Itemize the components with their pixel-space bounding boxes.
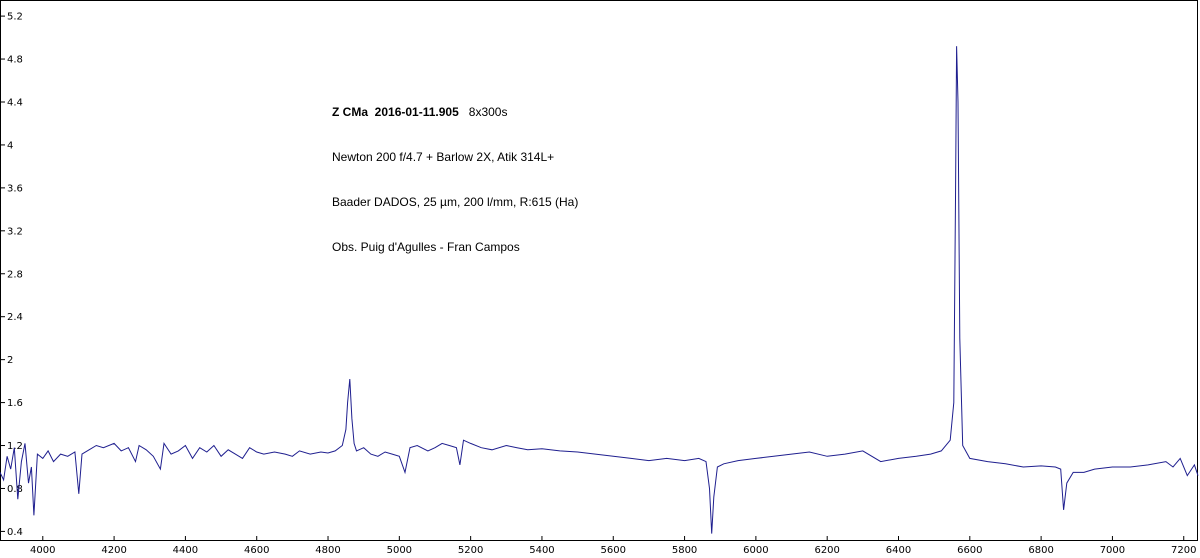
y-tick-label: 4.8	[7, 55, 23, 66]
x-tick-label: 6600	[957, 545, 982, 556]
x-tick-label: 4000	[30, 545, 55, 556]
annotation-line: Obs. Puig d'Agulles - Fran Campos	[332, 240, 520, 254]
annotation-line: Newton 200 f/4.7 + Barlow 2X, Atik 314L+	[332, 150, 555, 164]
annotation-date: 2016-01-11.905	[374, 105, 459, 119]
x-tick-label: 5600	[601, 545, 626, 556]
y-tick-label: 0.4	[7, 527, 23, 538]
x-tick-label: 4800	[315, 545, 340, 556]
y-tick-label: 2.8	[7, 269, 23, 280]
x-tick-label: 7200	[1171, 545, 1196, 556]
x-tick-label: 4400	[173, 545, 198, 556]
annotation-line: Baader DADOS, 25 µm, 200 l/mm, R:615 (Ha…	[332, 195, 579, 209]
x-tick-label: 5200	[458, 545, 483, 556]
x-tick-label: 6000	[743, 545, 768, 556]
annotation-exposure: 8x300s	[468, 105, 508, 119]
x-tick-label: 7000	[1100, 545, 1125, 556]
x-tick-label: 5000	[387, 545, 412, 556]
y-tick-label: 4	[7, 140, 13, 151]
y-axis: 0.4 0.8 1.2 1.6 2 2.4 2.8 3.2 3.6 4 4.4 4.8 5.2	[0, 12, 23, 538]
x-tick-label: 4600	[244, 545, 269, 556]
y-tick-label: 5.2	[7, 12, 23, 23]
x-tick-label: 6800	[1028, 545, 1053, 556]
y-tick-label: 2	[7, 355, 13, 366]
y-tick-label: 1.2	[7, 441, 23, 452]
y-tick-label: 3.6	[7, 183, 23, 194]
y-tick-label: 3.2	[7, 226, 23, 237]
y-tick-label: 2.4	[7, 312, 23, 323]
x-tick-label: 6400	[886, 545, 911, 556]
x-axis: 4000 4200 4400 4600 4800 5000 5200 5400 5600 5800…	[30, 536, 1196, 556]
spectrum-line	[0, 46, 1199, 534]
x-tick-label: 5400	[529, 545, 554, 556]
y-tick-label: 1.6	[7, 398, 23, 409]
x-tick-label: 4200	[101, 545, 126, 556]
chart-annotation: Z CMa 2016-01-11.905 8x300s Newton 200 f…	[332, 75, 578, 270]
x-tick-label: 6200	[814, 545, 839, 556]
x-tick-label: 5800	[672, 545, 697, 556]
annotation-object: Z CMa	[332, 105, 368, 119]
plot-frame	[0, 0, 1198, 541]
y-tick-label: 0.8	[7, 484, 23, 495]
annotation-title-line: Z CMa 2016-01-11.905 8x300s	[332, 105, 578, 120]
y-tick-label: 4.4	[7, 97, 23, 108]
